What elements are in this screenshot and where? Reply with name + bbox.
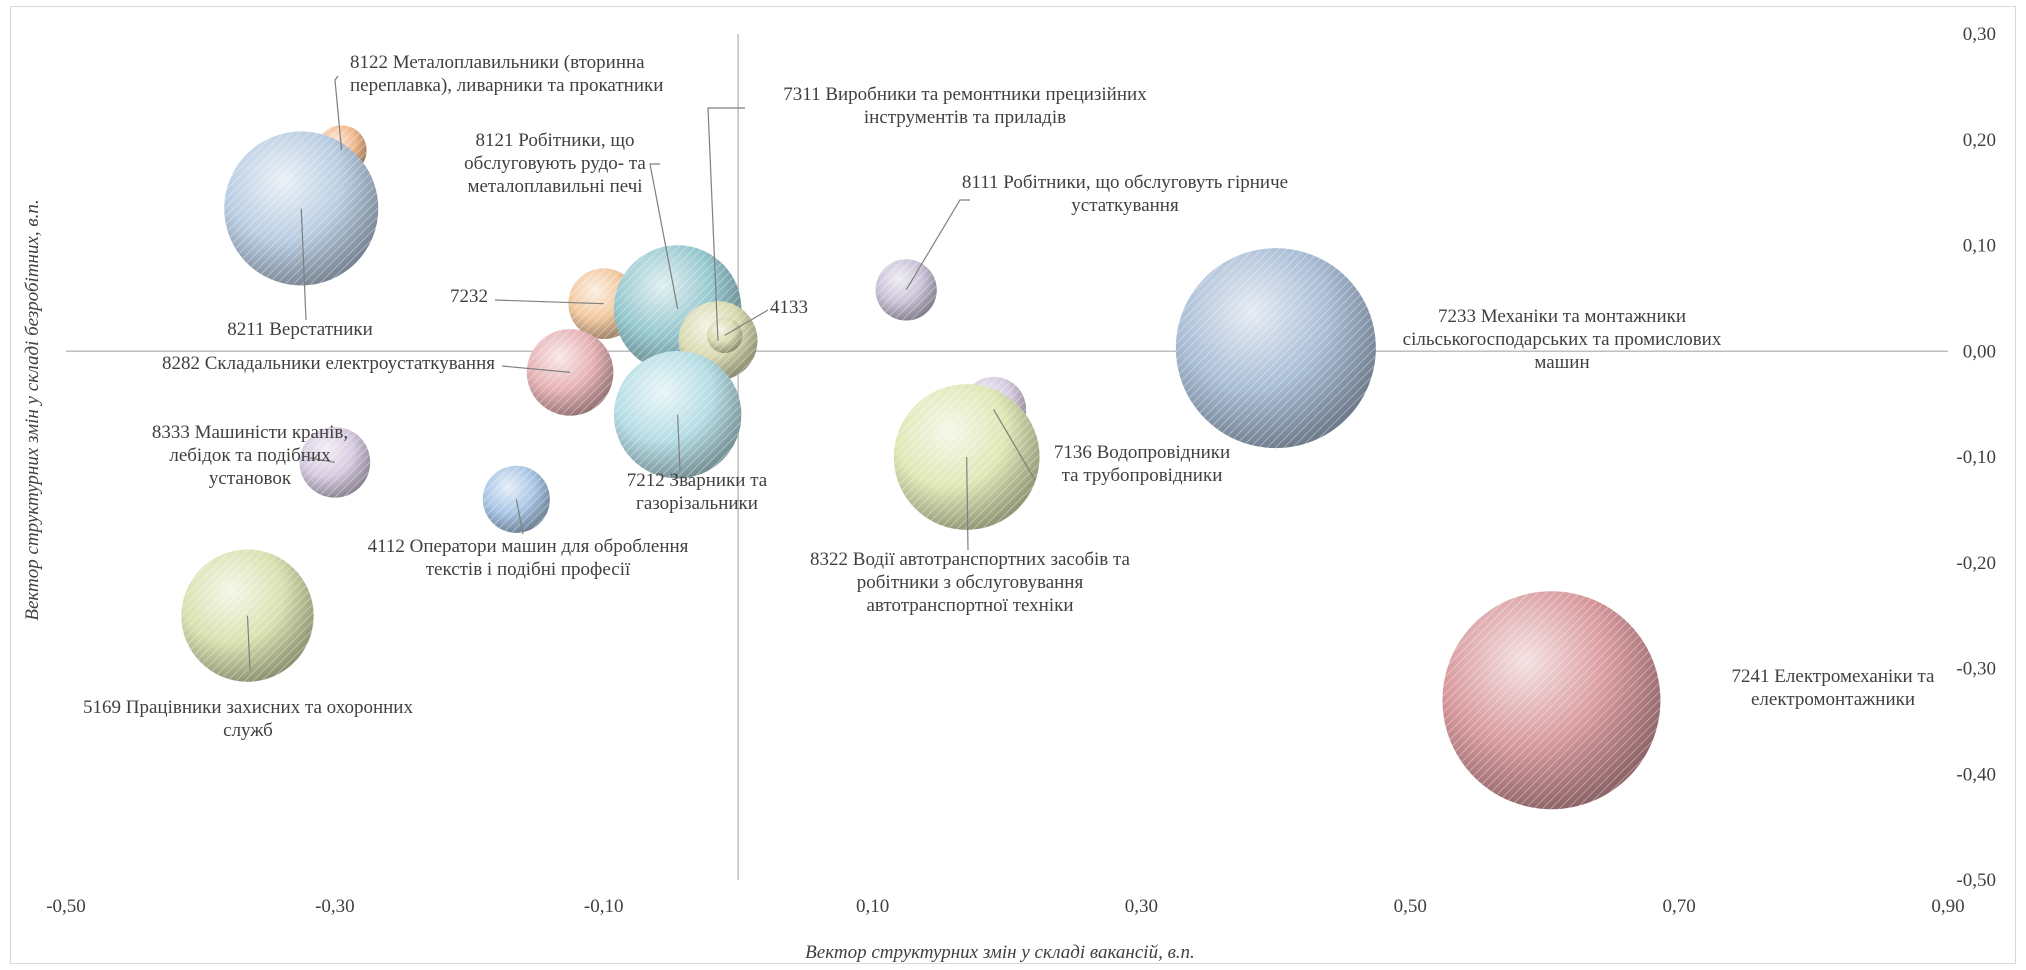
bubble-label-8333: 8333 Машиністи кранів, лебідок та подібни… xyxy=(152,422,348,489)
leader-line-8282 xyxy=(501,365,571,373)
bubble-hatch-7241 xyxy=(1442,591,1661,810)
leader-line-8322 xyxy=(966,456,969,551)
x-tick-label: -0,30 xyxy=(315,896,355,917)
y-tick-label: -0,10 xyxy=(1956,447,1996,468)
leader-line-8122 xyxy=(334,75,343,151)
leader-line-4112 xyxy=(515,499,524,535)
y-tick-label: -0,40 xyxy=(1956,764,1996,785)
bubble-label-8282: 8282 Складальники електроустаткування xyxy=(162,353,495,374)
x-tick-label: 0,30 xyxy=(1125,896,1158,917)
bubble-label-7311: 7311 Виробники та ремонтники прецизійних… xyxy=(783,84,1147,128)
x-tick-label: 0,70 xyxy=(1663,896,1696,917)
bubble-label-7212: 7212 Зварники та газорізальники xyxy=(627,470,768,514)
x-axis-title: Вектор структурних змін у складі вакансі… xyxy=(805,942,1195,963)
bubble-label-7232: 7232 xyxy=(450,286,488,307)
y-tick-label: -0,50 xyxy=(1956,870,1996,891)
bubble-label-8322: 8322 Водії автотранспортних засобів та ро… xyxy=(810,549,1131,616)
leader-line-7232 xyxy=(494,299,604,305)
leader-line-8121 xyxy=(649,163,679,310)
x-tick-label: -0,10 xyxy=(584,896,624,917)
bubble-label-8111: 8111 Робітники, що обслуговуть гірниче ус… xyxy=(962,172,1288,216)
y-tick-label: 0,10 xyxy=(1963,236,1996,257)
leader-line-8111 xyxy=(905,199,970,291)
bubble-label-8121: 8121 Робітники, що обслуговують рудо- та м… xyxy=(464,130,646,197)
y-tick-label: -0,20 xyxy=(1956,553,1996,574)
y-tick-label: -0,30 xyxy=(1956,659,1996,680)
bubble-label-4112: 4112 Оператори машин для оброблення текст… xyxy=(368,536,689,580)
x-tick-label: 0,10 xyxy=(856,896,889,917)
x-tick-label: 0,90 xyxy=(1931,896,1964,917)
x-tick-label: -0,50 xyxy=(46,896,86,917)
leader-line-7311 xyxy=(707,107,745,341)
bubble-label-7241: 7241 Електромеханіки та електромонтажники xyxy=(1732,666,1935,710)
bubble-label-7136: 7136 Водопровідники та трубопровідники xyxy=(1054,442,1230,486)
bubble-label-5169: 5169 Працівники захисних та охоронних слу… xyxy=(83,697,413,741)
leader-line-4133 xyxy=(724,309,769,336)
bubble-hatch-8211 xyxy=(224,131,379,286)
y-tick-label: 0,00 xyxy=(1963,341,1996,362)
bubble-label-8122: 8122 Металоплавильники (вторинна переплав… xyxy=(350,52,663,96)
y-tick-label: 0,30 xyxy=(1963,24,1996,45)
bubble-label-7233: 7233 Механіки та монтажники сільськогоспо… xyxy=(1403,306,1722,373)
bubble-hatch-7233 xyxy=(1175,248,1376,449)
y-axis-title: Вектор структурних змін у складі безробі… xyxy=(22,199,43,620)
leader-line-7212 xyxy=(677,414,681,471)
leader-line-8333 xyxy=(309,457,335,463)
leader-line-8211 xyxy=(300,208,307,321)
bubble-label-4133: 4133 xyxy=(770,297,808,318)
x-tick-label: 0,50 xyxy=(1394,896,1427,917)
leader-line-5169 xyxy=(246,615,251,671)
chart-frame xyxy=(10,6,2016,964)
y-tick-label: 0,20 xyxy=(1963,130,1996,151)
bubble-label-8211: 8211 Верстатники xyxy=(227,319,373,340)
leader-line-7136 xyxy=(993,409,1036,481)
